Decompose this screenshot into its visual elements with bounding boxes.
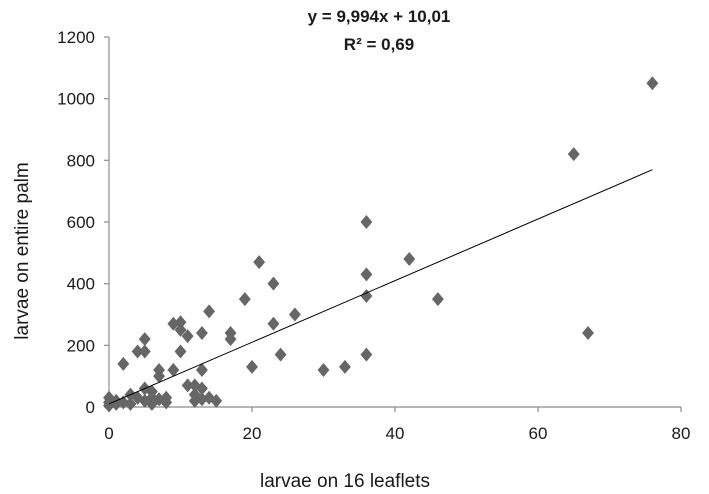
x-tick-label: 60 [529,424,548,443]
data-point [131,344,144,359]
data-point [267,316,280,331]
data-point [274,347,287,362]
x-ticks: 0 20 40 60 80 [104,407,690,443]
data-point [196,381,208,396]
data-point [431,292,444,307]
data-point [317,363,330,377]
y-tick-label: 1200 [57,28,95,47]
trendline-equation: y = 9,994x + 10,01 [308,7,451,26]
data-point [360,267,373,282]
trendline-r-squared: R² = 0,69 [344,35,414,54]
data-point [267,276,280,291]
data-point [246,359,258,374]
data-point [138,344,151,359]
data-point [360,289,373,303]
data-points [103,76,659,413]
data-point [138,332,151,347]
data-point [196,326,208,340]
data-point [174,315,187,330]
data-point [288,307,301,322]
y-tick-label: 800 [67,151,95,170]
y-tick-label: 1000 [57,90,95,109]
data-point [160,390,173,405]
data-point [238,292,251,307]
data-point [646,76,659,91]
data-point [174,322,187,337]
data-point [403,252,416,266]
data-point [167,363,180,377]
data-point [567,147,580,162]
data-point [153,363,165,377]
data-point [360,215,373,229]
data-point [224,326,237,340]
y-ticks: 0 200 400 600 800 1000 1200 [57,28,109,417]
y-tick-label: 200 [67,336,95,355]
y-tick-label: 600 [67,213,95,232]
x-tick-label: 20 [243,424,262,443]
data-point [124,396,137,411]
plot-area: 0 20 40 60 80 0 200 400 600 800 1000 1200 [57,28,690,443]
data-point [582,326,594,340]
y-axis-title: larvae on entire palm [12,162,33,339]
y-tick-label: 0 [86,398,95,417]
data-point [196,363,208,377]
trendline [108,169,653,405]
data-point [339,359,351,374]
data-point [210,393,223,408]
data-point [203,304,216,319]
data-point [174,344,187,359]
x-tick-label: 80 [672,424,691,443]
data-point [253,255,266,270]
x-tick-label: 40 [386,424,405,443]
data-point [117,356,130,371]
data-point [145,384,158,399]
data-point [360,347,373,362]
data-point [181,378,194,393]
x-axis-title: larvae on 16 leaflets [260,471,430,492]
y-tick-label: 400 [67,275,95,294]
x-tick-label: 0 [104,424,113,443]
data-point [138,393,151,408]
data-point [181,329,194,344]
